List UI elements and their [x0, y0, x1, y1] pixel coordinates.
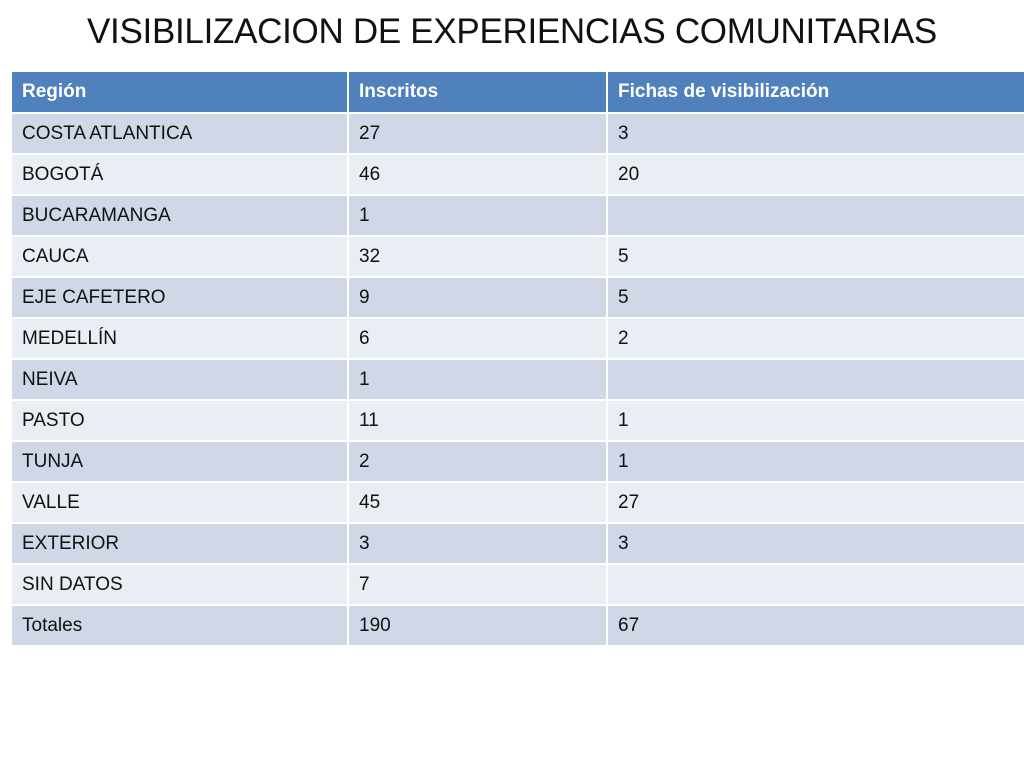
cell-region: PASTO: [10, 399, 349, 442]
table-row: PASTO 11 1: [10, 399, 1024, 442]
cell-region: CAUCA: [10, 235, 349, 278]
cell-inscritos: 32: [347, 235, 608, 278]
slide-title: VISIBILIZACION DE EXPERIENCIAS COMUNITAR…: [87, 12, 937, 51]
table-row: EXTERIOR 3 3: [10, 522, 1024, 565]
cell-region: Totales: [10, 604, 349, 647]
cell-region: EXTERIOR: [10, 522, 349, 565]
cell-region: BUCARAMANGA: [10, 194, 349, 237]
cell-region: TUNJA: [10, 440, 349, 483]
cell-fichas: 67: [606, 604, 1024, 647]
cell-fichas: 20: [606, 153, 1024, 196]
cell-region: COSTA ATLANTICA: [10, 112, 349, 155]
cell-region: SIN DATOS: [10, 563, 349, 606]
cell-inscritos: 1: [347, 194, 608, 237]
cell-inscritos: 9: [347, 276, 608, 319]
cell-fichas: [606, 194, 1024, 237]
table-row: COSTA ATLANTICA 27 3: [10, 112, 1024, 155]
cell-fichas: [606, 563, 1024, 606]
table-row: CAUCA 32 5: [10, 235, 1024, 278]
cell-fichas: 1: [606, 440, 1024, 483]
table-row: BUCARAMANGA 1: [10, 194, 1024, 237]
cell-fichas: 5: [606, 235, 1024, 278]
cell-inscritos: 45: [347, 481, 608, 524]
cell-inscritos: 46: [347, 153, 608, 196]
table-row: NEIVA 1: [10, 358, 1024, 401]
table-row-totals: Totales 190 67: [10, 604, 1024, 647]
cell-inscritos: 11: [347, 399, 608, 442]
cell-inscritos: 3: [347, 522, 608, 565]
cell-fichas: 5: [606, 276, 1024, 319]
cell-region: NEIVA: [10, 358, 349, 401]
cell-inscritos: 190: [347, 604, 608, 647]
cell-region: VALLE: [10, 481, 349, 524]
cell-fichas: 3: [606, 112, 1024, 155]
cell-inscritos: 6: [347, 317, 608, 360]
table-row: EJE CAFETERO 9 5: [10, 276, 1024, 319]
cell-inscritos: 1: [347, 358, 608, 401]
cell-inscritos: 2: [347, 440, 608, 483]
table-row: TUNJA 2 1: [10, 440, 1024, 483]
header-inscritos: Inscritos: [347, 70, 608, 114]
table-row: BOGOTÁ 46 20: [10, 153, 1024, 196]
cell-fichas: 27: [606, 481, 1024, 524]
table-header-row: Región Inscritos Fichas de visibilizació…: [10, 70, 1024, 114]
table-row: VALLE 45 27: [10, 481, 1024, 524]
cell-region: BOGOTÁ: [10, 153, 349, 196]
cell-inscritos: 7: [347, 563, 608, 606]
cell-region: EJE CAFETERO: [10, 276, 349, 319]
cell-fichas: 2: [606, 317, 1024, 360]
cell-fichas: [606, 358, 1024, 401]
header-fichas: Fichas de visibilización: [606, 70, 1024, 114]
header-region: Región: [10, 70, 349, 114]
table-row: MEDELLÍN 6 2: [10, 317, 1024, 360]
cell-region: MEDELLÍN: [10, 317, 349, 360]
regions-table: Región Inscritos Fichas de visibilizació…: [10, 70, 1024, 647]
cell-fichas: 1: [606, 399, 1024, 442]
cell-inscritos: 27: [347, 112, 608, 155]
table-row: SIN DATOS 7: [10, 563, 1024, 606]
cell-fichas: 3: [606, 522, 1024, 565]
